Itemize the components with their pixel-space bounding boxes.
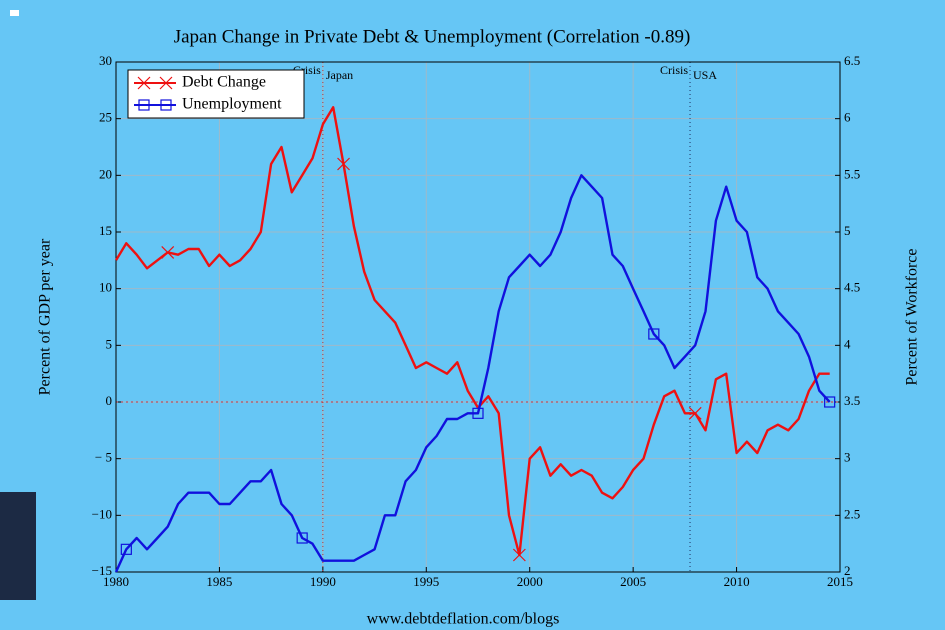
x-tick-label: 1985 [206, 574, 232, 589]
y2-tick-label: 4.5 [844, 280, 860, 295]
y2-axis-label: Percent of Workforce [904, 248, 921, 385]
y2-tick-label: 5 [844, 223, 851, 238]
page: Japan Change in Private Debt & Unemploym… [0, 0, 945, 630]
y-tick-label: − 5 [95, 450, 112, 465]
x-tick-label: 2015 [827, 574, 853, 589]
crisis-region: USA [693, 68, 717, 82]
x-tick-label: 1990 [310, 574, 336, 589]
x-tick-label: 1995 [413, 574, 439, 589]
footer: www.debtdeflation.com/blogs [367, 611, 560, 628]
y-axis-label: Percent of GDP per year [37, 238, 54, 395]
y-tick-label: 10 [99, 280, 112, 295]
x-tick-label: 2000 [517, 574, 543, 589]
crisis-region: Japan [326, 68, 353, 82]
y-tick-label: 20 [99, 166, 112, 181]
crisis-label: Crisis [660, 63, 688, 77]
y-tick-label: 5 [106, 336, 113, 351]
y2-tick-label: 2.5 [844, 506, 860, 521]
chart-title: Japan Change in Private Debt & Unemploym… [174, 26, 691, 47]
y2-tick-label: 6 [844, 110, 851, 125]
y-tick-label: 25 [99, 110, 112, 125]
chart: Japan Change in Private Debt & Unemploym… [0, 0, 945, 630]
side-panel [0, 492, 36, 600]
y-tick-label: −10 [92, 506, 112, 521]
legend-label: Debt Change [182, 74, 266, 91]
corner-icon [10, 10, 19, 16]
y2-tick-label: 3.5 [844, 393, 860, 408]
legend-label: Unemployment [182, 96, 282, 113]
y2-tick-label: 4 [844, 336, 851, 351]
y2-tick-label: 5.5 [844, 166, 860, 181]
x-tick-label: 2010 [724, 574, 750, 589]
y2-tick-label: 6.5 [844, 53, 860, 68]
y-tick-label: 0 [106, 393, 113, 408]
y2-tick-label: 3 [844, 450, 851, 465]
y-tick-label: 30 [99, 53, 112, 68]
x-tick-label: 2005 [620, 574, 646, 589]
x-tick-label: 1980 [103, 574, 129, 589]
y-tick-label: 15 [99, 223, 112, 238]
